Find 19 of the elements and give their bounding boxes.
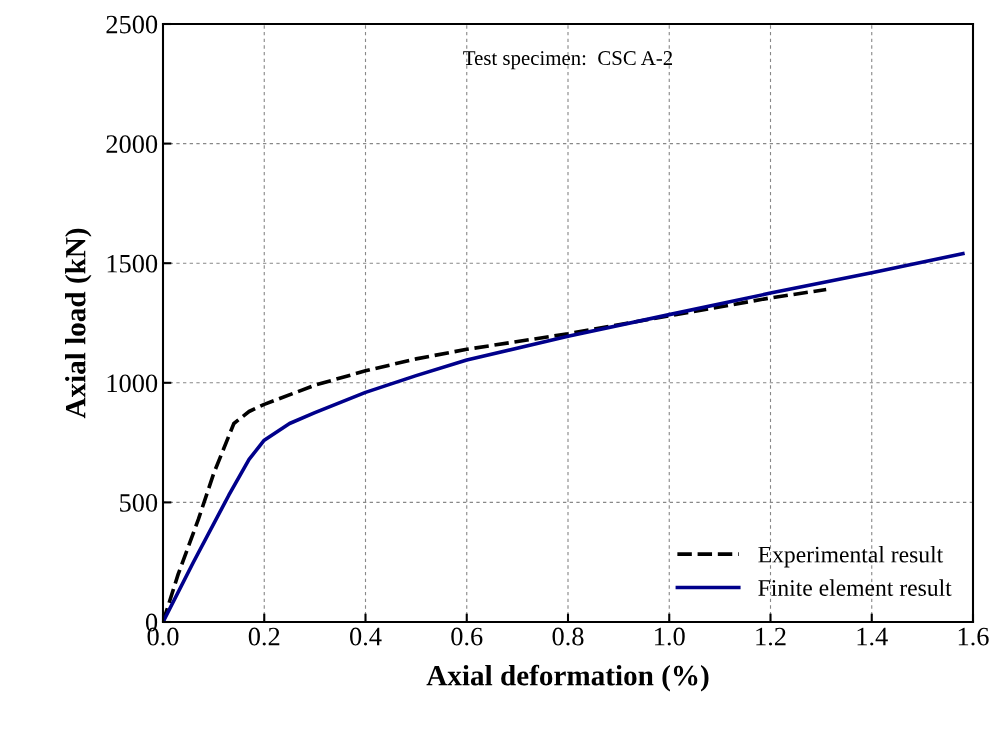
x-tick-label: 1.0 [655, 627, 685, 646]
y-tick-label: 2500 [106, 15, 158, 34]
legend-label: Experimental result [758, 545, 944, 568]
y-tick-label: 500 [120, 494, 158, 512]
legend-label: Finite element result [758, 579, 952, 596]
x-axis-title: Axial deformation (%) [426, 664, 709, 692]
x-tick-label: 1.4 [857, 627, 888, 646]
annotation: Test specimen: CSC A-2 [463, 51, 673, 70]
y-tick-label: 1500 [107, 254, 158, 273]
y-tick-label: 1000 [107, 374, 158, 393]
x-tick-label: 1.6 [958, 627, 989, 646]
line-series [163, 251, 965, 622]
x-tick-label: 0.8 [552, 627, 584, 646]
y-tick-label: 2000 [106, 135, 158, 154]
x-tick-label: 0.6 [451, 627, 483, 646]
x-tick-label: 0.2 [248, 627, 280, 646]
x-tick-label: 1.2 [756, 627, 786, 646]
x-tick-label: 0.4 [350, 627, 382, 646]
y-axis-title: Axial load (kN) [65, 228, 92, 419]
